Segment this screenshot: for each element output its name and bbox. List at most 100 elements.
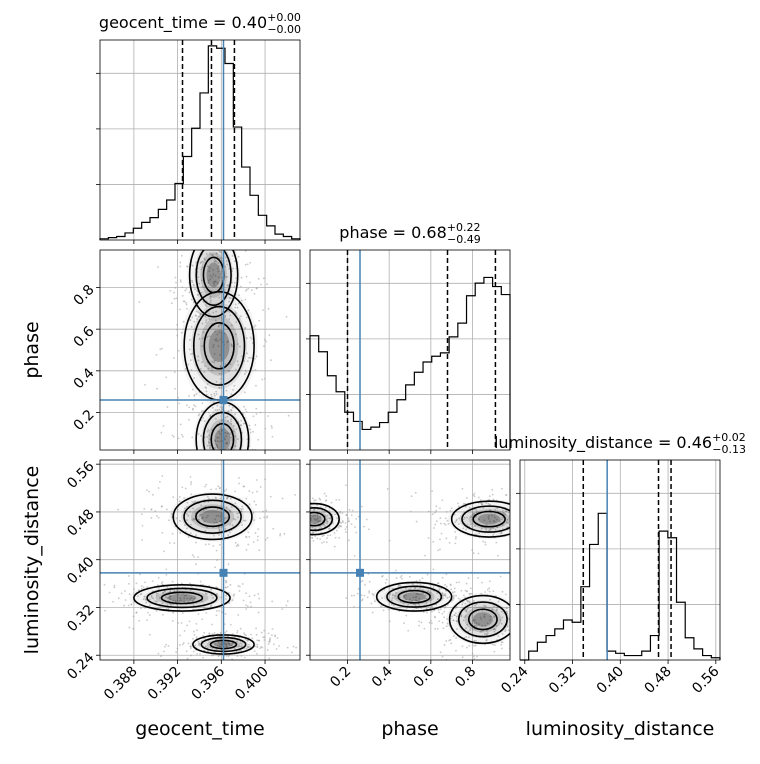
sample-point: [439, 608, 442, 611]
sample-point: [255, 479, 258, 481]
sample-point: [313, 499, 316, 502]
sample-point: [496, 507, 499, 510]
sample-point: [128, 582, 130, 585]
sample-point: [192, 507, 194, 510]
sample-point: [302, 524, 304, 526]
sample-point: [174, 387, 176, 390]
sample-point: [287, 503, 289, 505]
sample-point: [190, 325, 193, 328]
sample-point: [470, 587, 472, 590]
sample-point: [214, 280, 217, 283]
sample-point: [184, 368, 187, 370]
sample-point: [207, 514, 209, 517]
sample-point: [218, 306, 221, 309]
sample-point: [499, 575, 502, 578]
sample-point: [166, 586, 169, 588]
sample-point: [235, 277, 238, 280]
sample-point: [183, 629, 186, 632]
sample-point: [224, 256, 227, 259]
sample-point: [210, 393, 213, 396]
sample-point: [316, 515, 319, 517]
sample-point: [542, 528, 544, 530]
sample-point: [218, 408, 221, 411]
y-tick-label: 0.24: [64, 650, 97, 683]
sample-point: [410, 600, 413, 603]
sample-point: [166, 406, 169, 408]
sample-point: [230, 422, 233, 425]
sample-point: [485, 639, 488, 642]
sample-point: [493, 605, 495, 608]
sample-point: [515, 525, 517, 527]
sample-point: [176, 600, 179, 603]
sample-point: [287, 414, 290, 417]
sample-point: [215, 488, 218, 490]
sample-point: [514, 647, 516, 649]
sample-point: [427, 589, 430, 592]
sample-point: [267, 632, 270, 635]
sample-point: [173, 371, 176, 374]
sample-point: [225, 586, 228, 589]
sample-point: [538, 611, 540, 613]
sample-point: [241, 505, 244, 508]
sample-point: [216, 267, 219, 270]
sample-point: [527, 632, 529, 634]
sample-point: [215, 380, 218, 383]
sample-point: [506, 518, 509, 521]
sample-point: [244, 298, 247, 301]
sample-point: [227, 447, 230, 450]
sample-point: [208, 632, 211, 635]
sample-point: [195, 478, 197, 480]
sample-point: [186, 467, 188, 469]
sample-point: [223, 288, 226, 291]
sample-point: [455, 649, 457, 652]
sample-point: [451, 591, 454, 594]
sample-point: [431, 490, 434, 492]
sample-point: [184, 524, 186, 526]
sample-point: [252, 461, 254, 463]
sample-point: [507, 629, 510, 632]
density-shade: [310, 514, 322, 524]
contour-line: [188, 250, 239, 318]
sample-point: [212, 311, 215, 314]
sample-point: [198, 315, 201, 318]
sample-point: [417, 593, 419, 596]
sample-point: [224, 431, 227, 434]
sample-point: [460, 615, 462, 618]
contour-line: [133, 583, 231, 612]
sample-point: [473, 495, 476, 498]
sample-point: [246, 360, 249, 363]
sample-point: [418, 597, 421, 600]
sample-point: [139, 593, 142, 596]
sample-point: [501, 590, 504, 593]
sample-point: [231, 633, 234, 635]
sample-point: [245, 634, 248, 637]
density-shade: [180, 286, 258, 406]
sample-point: [234, 368, 237, 371]
sample-point: [540, 523, 542, 525]
sample-point: [312, 515, 315, 518]
contour-line: [146, 587, 218, 609]
sample-point: [197, 640, 200, 643]
sample-point: [194, 288, 196, 291]
sample-point: [178, 600, 181, 602]
sample-point: [169, 598, 172, 601]
sample-point: [298, 544, 300, 546]
sample-point: [255, 287, 258, 290]
sample-point: [492, 590, 495, 593]
sample-point: [263, 629, 266, 632]
sample-point: [176, 498, 179, 501]
sample-point: [368, 592, 371, 594]
sample-point: [292, 518, 294, 520]
sample-point: [206, 237, 208, 239]
sample-point: [232, 425, 235, 427]
sample-point: [190, 481, 193, 483]
sample-point: [175, 297, 178, 300]
sample-point: [305, 536, 307, 538]
sample-point: [166, 597, 169, 599]
sample-point: [514, 528, 516, 530]
sample-point: [201, 286, 204, 288]
sample-point: [184, 487, 187, 490]
sample-point: [474, 604, 476, 607]
sample-point: [512, 531, 514, 533]
sample-point: [340, 525, 342, 528]
